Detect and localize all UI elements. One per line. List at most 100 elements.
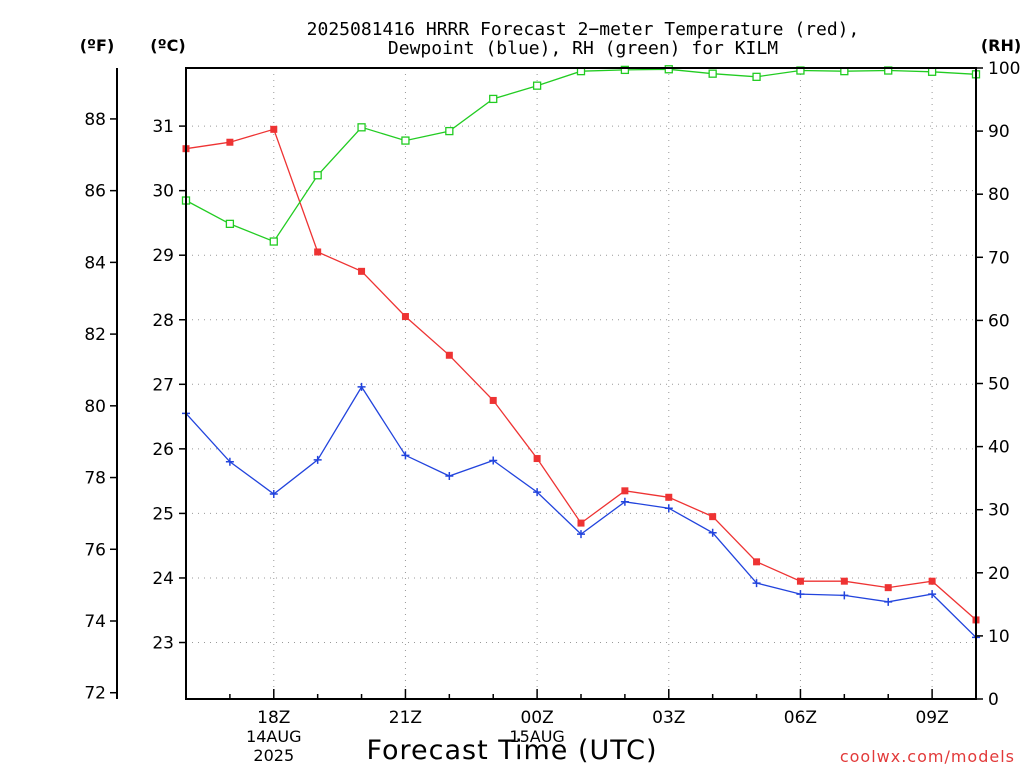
rh-tick-label: 80: [988, 185, 1010, 205]
celsius-tick-label: 24: [152, 569, 174, 589]
rh-tick-label: 60: [988, 311, 1010, 331]
celsius-tick-label: 23: [152, 634, 174, 654]
rh-point: [225, 219, 235, 229]
temperature-point: [577, 519, 585, 527]
dewpoint-point: [269, 490, 278, 499]
temperature-point: [445, 351, 453, 359]
rh-point: [401, 136, 410, 145]
celsius-tick-label: 27: [152, 375, 174, 395]
fahrenheit-tick-label: 74: [84, 612, 106, 632]
celsius-tick-label: 28: [152, 311, 174, 331]
rh-tick-label: 70: [988, 248, 1010, 268]
rh-point: [620, 65, 630, 75]
series-lines: [185, 68, 977, 638]
plot-frame: [185, 67, 977, 700]
credit-text: coolwx.com/models: [840, 747, 1015, 766]
temperature-point: [314, 248, 322, 256]
dewpoint-point: [708, 528, 717, 537]
temperature-series-line: [185, 128, 977, 621]
dewpoint-point: [884, 597, 893, 606]
rh-tick-label: 40: [988, 438, 1010, 458]
dewpoint-point: [225, 457, 234, 466]
celsius-tick-label: 31: [152, 117, 174, 137]
x-tick-label: 21Z: [389, 708, 422, 728]
x-tick-date: 14AUG: [246, 727, 301, 746]
rh-point: [357, 123, 366, 132]
fahrenheit-tick-label: 84: [84, 253, 106, 273]
x-tick-label: 06Z: [784, 708, 817, 728]
rh-point: [664, 65, 673, 74]
series-markers: [181, 65, 981, 642]
celsius-axis-ticks: 23 24 25 26 27 28 29 30 31: [152, 117, 186, 654]
x-tick-label: 09Z: [915, 708, 948, 728]
dewpoint-point: [577, 530, 585, 539]
x-tick-year: 2025: [253, 746, 294, 765]
fahrenheit-tick-label: 76: [84, 540, 106, 560]
temperature-point: [753, 558, 761, 566]
dewpoint-point: [752, 579, 761, 588]
fahrenheit-axis-ticks: 72 74 76 78 80 82 84 86 88: [84, 110, 117, 704]
x-tick-date: 15AUG: [509, 727, 564, 746]
dewpoint-point: [401, 451, 410, 460]
rh-axis-ticks: 0 10 20 30 40 50 60 70 80 90 100: [976, 59, 1020, 710]
celsius-tick-label: 25: [152, 504, 174, 524]
rh-tick-label: 100: [988, 59, 1020, 79]
rh-point: [313, 171, 322, 180]
temperature-point: [928, 577, 936, 585]
temperature-point: [533, 455, 541, 463]
fahrenheit-tick-label: 86: [84, 182, 106, 202]
dewpoint-point: [620, 497, 629, 506]
fahrenheit-tick-label: 72: [84, 684, 106, 704]
temperature-point: [401, 313, 409, 321]
dewpoint-point: [445, 471, 454, 480]
dewpoint-point: [796, 590, 805, 599]
temperature-point: [709, 513, 717, 521]
temperature-point: [358, 267, 366, 275]
dewpoint-point: [357, 382, 366, 391]
rh-point: [927, 67, 937, 76]
temperature-point: [665, 493, 673, 501]
chart-subtitle: Dewpoint (blue), RH (green) for KILM: [388, 38, 778, 59]
rh-point: [708, 69, 717, 78]
celsius-tick-label: 30: [152, 182, 174, 202]
temperature-point: [796, 577, 804, 585]
temperature-point: [840, 577, 848, 585]
fahrenheit-unit-label: (ºF): [80, 36, 115, 55]
rh-tick-label: 0: [988, 690, 999, 710]
dewpoint-point: [533, 488, 542, 497]
temperature-point: [270, 125, 278, 133]
fahrenheit-tick-label: 78: [84, 469, 106, 489]
dewpoint-series-line: [185, 385, 977, 638]
rh-tick-label: 90: [988, 122, 1010, 142]
rh-point: [445, 126, 454, 136]
x-tick-label: 18Z: [257, 708, 290, 728]
temperature-point: [226, 138, 234, 146]
rh-point: [752, 72, 761, 81]
rh-point: [532, 81, 542, 90]
rh-tick-label: 30: [988, 501, 1010, 521]
temperature-point: [489, 396, 497, 404]
dewpoint-point: [840, 591, 849, 600]
celsius-tick-label: 26: [152, 440, 174, 460]
dewpoint-point: [664, 504, 673, 513]
x-tick-label: 00Z: [520, 708, 553, 728]
rh-unit-label: (RH): [981, 36, 1021, 55]
rh-tick-label: 10: [988, 627, 1010, 647]
x-axis-label: Forecast Time (UTC): [366, 735, 657, 766]
dewpoint-point: [928, 590, 937, 599]
rh-point: [489, 94, 498, 104]
fahrenheit-tick-label: 88: [84, 110, 106, 130]
dewpoint-point: [313, 455, 322, 464]
rh-tick-label: 20: [988, 564, 1010, 584]
temperature-point: [621, 487, 629, 495]
rh-point: [269, 237, 278, 246]
gridlines: [186, 68, 976, 699]
celsius-tick-label: 29: [152, 246, 174, 266]
fahrenheit-tick-label: 82: [84, 325, 106, 345]
x-tick-label: 03Z: [652, 708, 685, 728]
temperature-point: [884, 584, 892, 592]
celsius-unit-label: (ºC): [150, 36, 185, 55]
rh-tick-label: 50: [988, 375, 1010, 395]
